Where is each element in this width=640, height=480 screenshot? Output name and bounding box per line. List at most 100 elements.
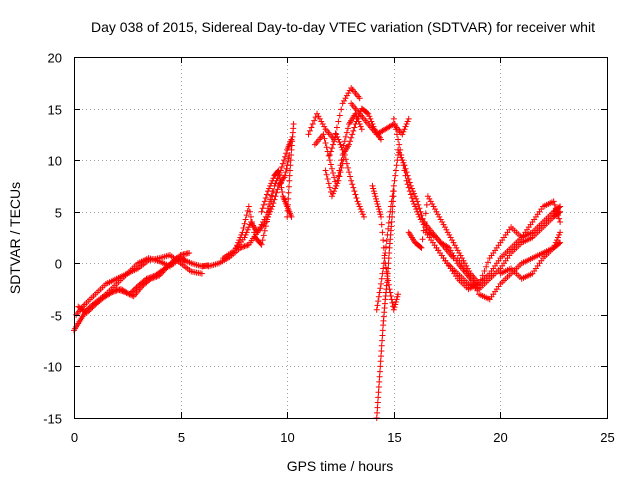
data-point — [393, 296, 400, 303]
data-point — [444, 229, 451, 236]
data-point — [418, 212, 425, 219]
data-point — [557, 219, 564, 226]
data-point — [468, 277, 475, 284]
data-point — [453, 244, 460, 251]
data-point — [355, 118, 362, 125]
data-point — [385, 225, 392, 232]
data-point — [434, 211, 441, 218]
data-point — [556, 215, 563, 222]
data-point — [331, 174, 338, 181]
data-point — [277, 176, 284, 183]
data-point — [332, 185, 339, 192]
data-point — [186, 249, 193, 256]
data-point — [335, 177, 342, 184]
data-point — [286, 177, 293, 184]
data-point — [149, 275, 156, 282]
data-point — [330, 141, 337, 148]
data-point — [481, 268, 488, 275]
data-point — [338, 106, 345, 113]
data-point — [321, 123, 328, 130]
data-point — [236, 237, 243, 244]
data-point — [373, 195, 380, 202]
data-point — [125, 290, 132, 297]
data-point — [147, 275, 154, 282]
data-point — [320, 131, 327, 138]
series-sat-track-25 — [497, 229, 564, 282]
data-point — [237, 234, 244, 241]
data-point — [370, 188, 377, 195]
data-point — [392, 301, 399, 308]
data-point — [269, 193, 276, 200]
data-point — [349, 181, 356, 188]
data-point — [284, 201, 291, 208]
data-point — [322, 139, 329, 146]
data-point — [373, 306, 380, 313]
data-point — [392, 167, 399, 174]
data-point — [285, 195, 292, 202]
data-point — [251, 229, 258, 236]
data-point — [354, 198, 361, 205]
data-point — [265, 188, 272, 195]
data-point — [380, 265, 387, 272]
data-point — [374, 200, 381, 207]
data-point — [443, 226, 450, 233]
data-point — [351, 124, 358, 131]
data-point — [377, 358, 384, 365]
data-point — [336, 112, 343, 119]
data-point — [238, 244, 245, 251]
data-point — [250, 224, 257, 231]
data-point — [333, 124, 340, 131]
data-point — [554, 212, 561, 219]
data-point — [333, 182, 340, 189]
data-point — [414, 198, 421, 205]
series-sat-track-20 — [405, 193, 483, 287]
data-point — [259, 205, 266, 212]
data-point — [373, 198, 380, 205]
data-point — [90, 302, 97, 309]
data-point — [282, 169, 289, 176]
data-point — [258, 241, 265, 248]
data-point — [378, 221, 385, 228]
data-point — [339, 100, 346, 107]
data-point — [356, 121, 363, 128]
y-tick-label: 5 — [55, 206, 62, 221]
data-point — [370, 185, 377, 192]
data-point — [342, 133, 349, 140]
series-sat-track-17 — [369, 182, 402, 313]
data-point — [556, 231, 563, 238]
data-point — [387, 208, 394, 215]
data-point — [381, 252, 388, 259]
data-point — [85, 308, 92, 315]
data-point — [278, 164, 285, 171]
data-point — [241, 243, 248, 250]
data-point — [378, 275, 385, 282]
data-point — [357, 206, 364, 213]
data-point — [388, 219, 395, 226]
data-point — [379, 270, 386, 277]
data-point — [336, 139, 343, 146]
data-point — [276, 171, 283, 178]
series-sat-track-13 — [326, 110, 365, 158]
data-point — [484, 259, 491, 266]
data-point — [359, 211, 366, 218]
data-point — [376, 208, 383, 215]
data-point — [261, 227, 268, 234]
x-tick-label: 0 — [71, 430, 78, 445]
data-point — [422, 210, 429, 217]
data-point — [380, 237, 387, 244]
data-point — [551, 201, 558, 208]
data-point — [267, 182, 274, 189]
data-point — [399, 131, 406, 138]
data-point — [341, 97, 348, 104]
data-point — [392, 126, 399, 133]
data-point — [328, 165, 335, 172]
data-point — [242, 242, 249, 249]
data-point — [378, 347, 385, 354]
data-point — [374, 302, 381, 309]
series-sat-track-10 — [305, 84, 363, 143]
data-point — [153, 273, 160, 280]
data-point — [393, 131, 400, 138]
data-point — [347, 173, 354, 180]
data-point — [376, 289, 383, 296]
data-point — [432, 206, 439, 213]
